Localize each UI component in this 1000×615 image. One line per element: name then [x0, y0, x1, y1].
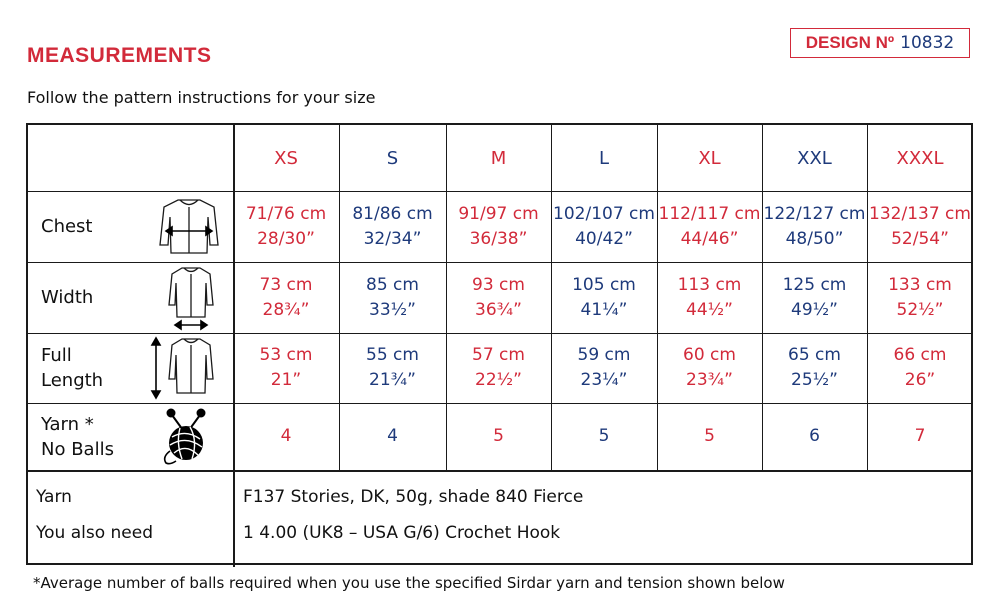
width-cell-xxl: 125 cm 49½”	[782, 274, 847, 320]
balls-cell-xl: 5	[704, 426, 715, 446]
length-cell-xxxl: 66 cm 26”	[893, 345, 947, 390]
column-divider	[233, 125, 235, 567]
length-cell-l: 59 cm 23¼”	[577, 345, 631, 390]
size-header-m: M	[490, 147, 507, 169]
design-label: DESIGN Nº	[805, 33, 895, 52]
yarn-label: Yarn	[36, 487, 72, 507]
row-divider	[28, 262, 971, 263]
length-cell-xs: 53 cm 21”	[259, 345, 313, 390]
size-header-xxl: XXL	[797, 147, 832, 169]
cardigan-width-icon	[168, 267, 214, 331]
width-cell-l: 105 cm 41¼”	[572, 274, 636, 320]
width-cell-xl: 113 cm 44½”	[677, 274, 742, 320]
row-label-line: Chest	[41, 216, 93, 237]
cardigan-length-icon	[150, 336, 214, 400]
size-header-xl: XL	[698, 147, 721, 169]
balls-cell-xs: 4	[280, 426, 292, 446]
row-label-yarn-balls: Yarn * No Balls	[41, 403, 114, 470]
yarn-value: F137 Stories, DK, 50g, shade 840 Fierce	[243, 487, 584, 507]
column-divider	[657, 125, 658, 470]
column-divider	[551, 125, 552, 470]
chest-cell-l: 102/107 cm 40/42”	[553, 203, 655, 249]
size-header-xs: XS	[274, 147, 298, 169]
also-need-value: 1 4.00 (UK8 – USA G/6) Crochet Hook	[243, 523, 561, 543]
section-divider	[28, 470, 971, 472]
row-label-line: No Balls	[41, 438, 114, 460]
page-title: MEASUREMENTS	[27, 44, 212, 67]
column-divider	[446, 125, 447, 470]
balls-cell-xxl: 6	[809, 426, 820, 446]
cardigan-chest-icon	[159, 199, 219, 254]
row-label-line: Full	[41, 345, 72, 366]
measurements-table: XS S M L XL XXL XXXL Chest 71/76 cm 28/30…	[26, 123, 973, 567]
length-cell-m: 57 cm 22½”	[472, 345, 525, 390]
also-need-label: You also need	[36, 523, 153, 543]
size-header-s: S	[386, 147, 399, 169]
row-label-line: Length	[41, 370, 104, 391]
length-cell-s: 55 cm 21¾”	[366, 345, 419, 390]
balls-cell-s: 4	[387, 426, 398, 446]
width-cell-xs: 73 cm 28¾”	[259, 274, 313, 320]
chest-cell-m: 91/97 cm 36/38”	[458, 203, 539, 249]
length-cell-xl: 60 cm 23¾”	[683, 345, 736, 390]
balls-cell-xxxl: 7	[914, 426, 926, 446]
column-divider	[762, 125, 763, 470]
width-cell-m: 93 cm 36¾”	[472, 274, 525, 320]
size-header-l: L	[598, 147, 610, 169]
row-label-full-length: Full Length	[41, 333, 103, 403]
chest-cell-s: 81/86 cm 32/34”	[352, 203, 433, 249]
column-divider	[867, 125, 868, 470]
row-divider	[28, 333, 971, 334]
subtitle: Follow the pattern instructions for your…	[27, 88, 376, 107]
column-divider	[339, 125, 340, 470]
chest-cell-xl: 112/117 cm 44/46”	[658, 203, 761, 249]
chest-cell-xxxl: 132/137 cm 52/54”	[869, 203, 971, 249]
row-label-width: Width	[41, 262, 93, 333]
design-number-box: DESIGN Nº 10832	[790, 28, 970, 58]
row-divider	[28, 403, 971, 404]
row-label-chest: Chest	[41, 191, 93, 262]
chest-cell-xs: 71/76 cm 28/30”	[245, 203, 327, 249]
chest-cell-xxl: 122/127 cm 48/50”	[763, 203, 866, 249]
width-cell-s: 85 cm 33½”	[366, 274, 419, 320]
size-header-xxxl: XXXL	[896, 147, 944, 169]
yarn-ball-needles-icon	[163, 408, 206, 465]
balls-cell-l: 5	[598, 426, 610, 446]
row-label-line: Yarn *	[41, 413, 94, 435]
row-label-line: Width	[41, 287, 94, 308]
width-cell-xxxl: 133 cm 52½”	[888, 274, 952, 320]
length-cell-xxl: 65 cm 25½”	[788, 345, 841, 390]
row-divider	[28, 191, 971, 192]
design-number: 10832	[900, 33, 955, 53]
footnote: *Average number of balls required when y…	[33, 574, 785, 592]
balls-cell-m: 5	[493, 426, 504, 446]
